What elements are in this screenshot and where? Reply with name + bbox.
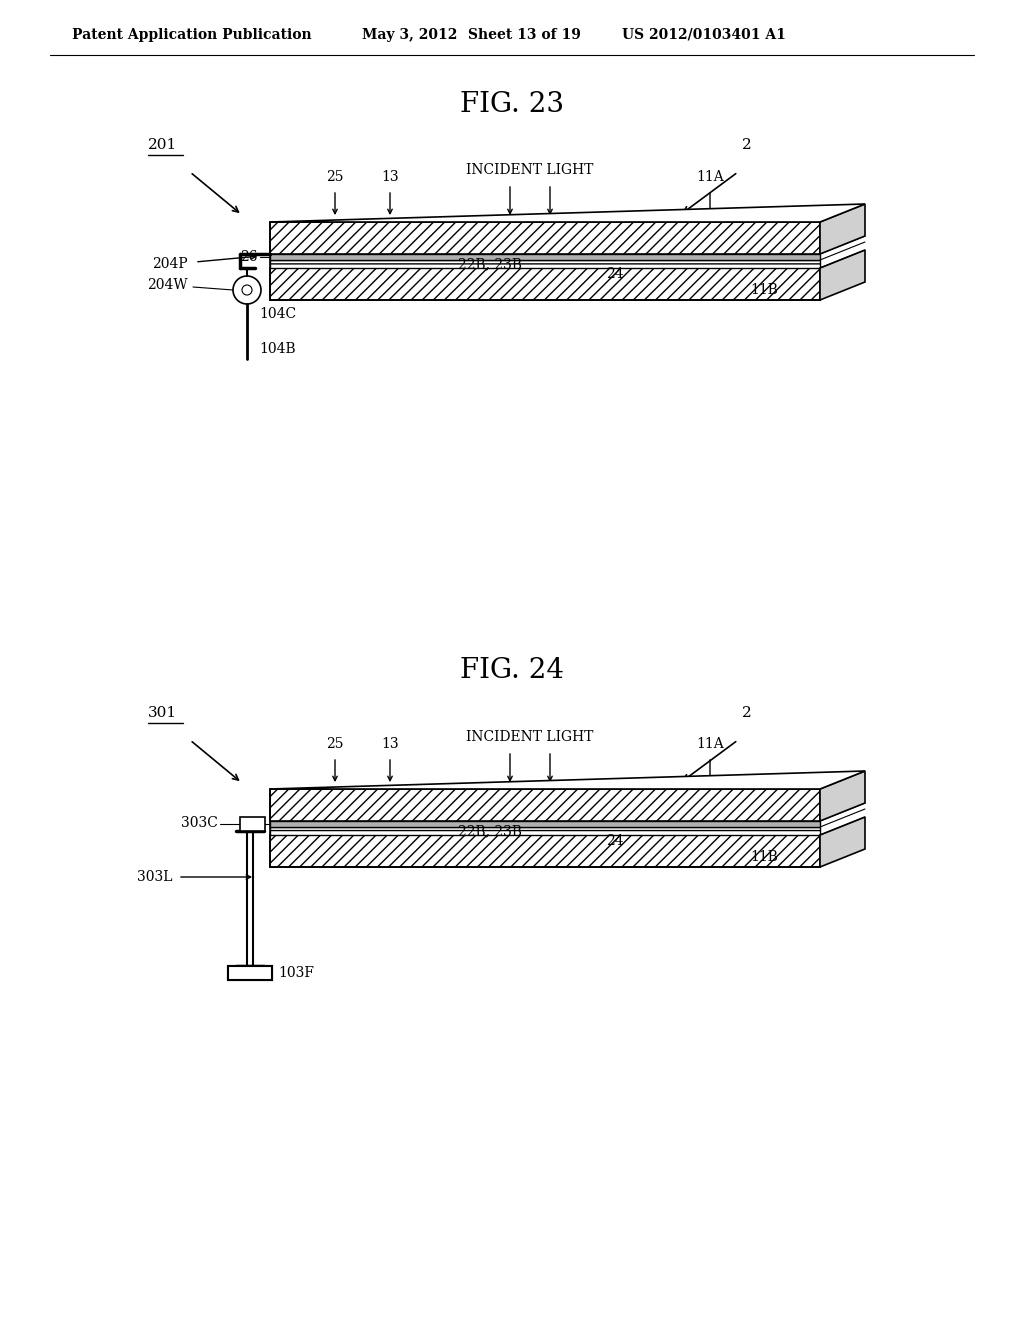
Bar xyxy=(270,828,820,836)
Polygon shape xyxy=(820,205,865,253)
Text: 11A: 11A xyxy=(696,170,724,183)
Bar xyxy=(270,268,820,300)
Bar xyxy=(270,789,820,821)
Text: FIG. 24: FIG. 24 xyxy=(460,656,564,684)
Text: 26: 26 xyxy=(241,249,258,264)
Text: 24: 24 xyxy=(606,834,624,847)
Text: 11B: 11B xyxy=(750,282,778,297)
Text: 24: 24 xyxy=(606,267,624,281)
Text: May 3, 2012: May 3, 2012 xyxy=(362,28,458,42)
Bar xyxy=(270,222,820,253)
Text: 104C: 104C xyxy=(259,308,296,321)
Polygon shape xyxy=(820,817,865,867)
Bar xyxy=(270,828,820,836)
Text: 13: 13 xyxy=(381,170,398,183)
Text: 303L: 303L xyxy=(137,870,173,884)
Text: 2: 2 xyxy=(742,139,752,152)
Bar xyxy=(270,260,820,268)
Bar xyxy=(270,222,820,253)
Text: US 2012/0103401 A1: US 2012/0103401 A1 xyxy=(622,28,785,42)
Text: INCIDENT LIGHT: INCIDENT LIGHT xyxy=(466,162,594,177)
Text: 104B: 104B xyxy=(259,342,296,356)
Text: 13: 13 xyxy=(381,737,398,751)
Bar xyxy=(270,836,820,867)
Bar xyxy=(270,260,820,268)
Text: 25: 25 xyxy=(327,170,344,183)
Text: 11B: 11B xyxy=(750,850,778,865)
Text: 25: 25 xyxy=(327,737,344,751)
Polygon shape xyxy=(820,249,865,300)
Bar xyxy=(228,966,272,979)
Polygon shape xyxy=(820,771,865,821)
Bar xyxy=(270,836,820,867)
Bar xyxy=(240,817,265,832)
Bar xyxy=(270,821,820,828)
Text: Sheet 13 of 19: Sheet 13 of 19 xyxy=(468,28,581,42)
Text: 22B, 23B: 22B, 23B xyxy=(458,824,522,838)
Bar xyxy=(270,789,820,821)
Text: 204P: 204P xyxy=(153,257,188,271)
Bar xyxy=(228,966,272,979)
Polygon shape xyxy=(270,771,865,789)
Text: INCIDENT LIGHT: INCIDENT LIGHT xyxy=(466,730,594,744)
Text: 22B, 23B: 22B, 23B xyxy=(458,257,522,271)
Text: 11A: 11A xyxy=(696,737,724,751)
Bar xyxy=(270,253,820,260)
Text: 201: 201 xyxy=(148,139,177,152)
Bar xyxy=(270,268,820,300)
Text: 2: 2 xyxy=(742,706,752,719)
Text: 301: 301 xyxy=(148,706,177,719)
Text: 303C: 303C xyxy=(181,816,218,830)
Text: 103F: 103F xyxy=(278,966,314,979)
Text: 204W: 204W xyxy=(147,279,188,292)
Text: Patent Application Publication: Patent Application Publication xyxy=(72,28,311,42)
Polygon shape xyxy=(270,205,865,222)
Text: 26: 26 xyxy=(241,817,258,832)
Text: FIG. 23: FIG. 23 xyxy=(460,91,564,119)
